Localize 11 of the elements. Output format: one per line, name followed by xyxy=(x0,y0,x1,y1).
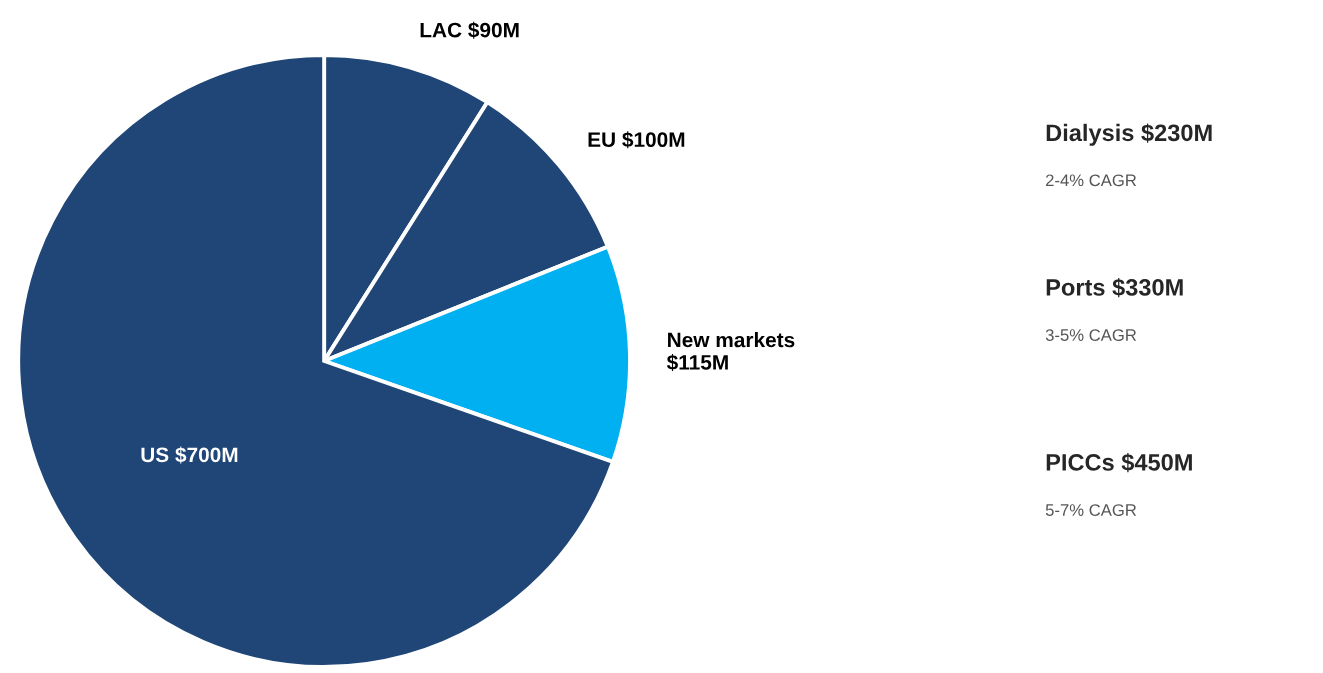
text: 3-5% CAGR xyxy=(1045,329,1137,341)
slice-label: New markets xyxy=(668,332,795,348)
text: PICCs $450M xyxy=(1046,452,1192,473)
text: Dialysis $230M xyxy=(1046,123,1212,146)
slice-label: EU $100M xyxy=(588,131,685,149)
slice-label: LAC $90M xyxy=(420,21,519,39)
slice-label: US $700M xyxy=(141,446,238,464)
text: Ports $330M xyxy=(1046,277,1183,298)
text: 2-4% CAGR xyxy=(1046,174,1137,187)
data-label: $115M xyxy=(666,354,728,372)
text: 5-7% CAGR xyxy=(1045,504,1137,516)
